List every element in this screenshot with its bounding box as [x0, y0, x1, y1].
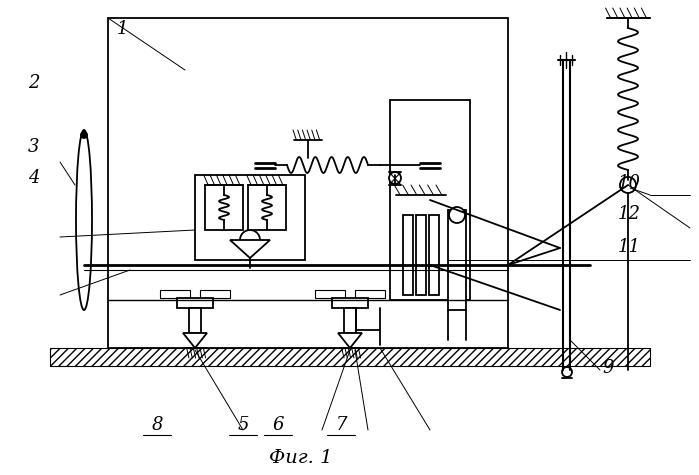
Text: 10: 10 [618, 174, 640, 192]
Bar [189, 308, 201, 333]
Polygon shape [338, 333, 362, 348]
Text: 6: 6 [273, 416, 284, 434]
Bar [50, 348, 650, 366]
Text: 12: 12 [618, 205, 640, 223]
Text: 5: 5 [238, 416, 249, 434]
Bar [108, 18, 508, 348]
Polygon shape [230, 240, 270, 258]
Circle shape [240, 230, 260, 250]
Bar [200, 290, 230, 298]
Bar [205, 185, 243, 230]
Circle shape [81, 132, 87, 138]
Bar [248, 185, 286, 230]
Bar [429, 215, 439, 295]
Bar [160, 290, 190, 298]
Bar [355, 290, 385, 298]
Bar [416, 215, 426, 295]
Bar [344, 308, 356, 333]
Ellipse shape [76, 130, 92, 310]
Circle shape [562, 367, 572, 377]
Text: 7: 7 [336, 416, 347, 434]
Bar [177, 298, 213, 308]
Bar [390, 100, 470, 300]
Text: 8: 8 [152, 416, 163, 434]
Circle shape [620, 177, 636, 193]
Text: 4: 4 [28, 169, 39, 187]
Polygon shape [183, 333, 207, 348]
Text: 3: 3 [28, 138, 39, 156]
Circle shape [449, 207, 465, 223]
Bar [448, 210, 466, 310]
Circle shape [389, 172, 401, 184]
Text: Фиг. 1: Фиг. 1 [269, 449, 332, 467]
Bar [403, 215, 413, 295]
Bar [315, 290, 345, 298]
Bar [195, 175, 305, 260]
Text: 1: 1 [117, 20, 128, 38]
Bar [332, 298, 368, 308]
Text: 11: 11 [618, 238, 640, 256]
Text: 2: 2 [28, 74, 39, 92]
Text: 9: 9 [603, 359, 614, 377]
